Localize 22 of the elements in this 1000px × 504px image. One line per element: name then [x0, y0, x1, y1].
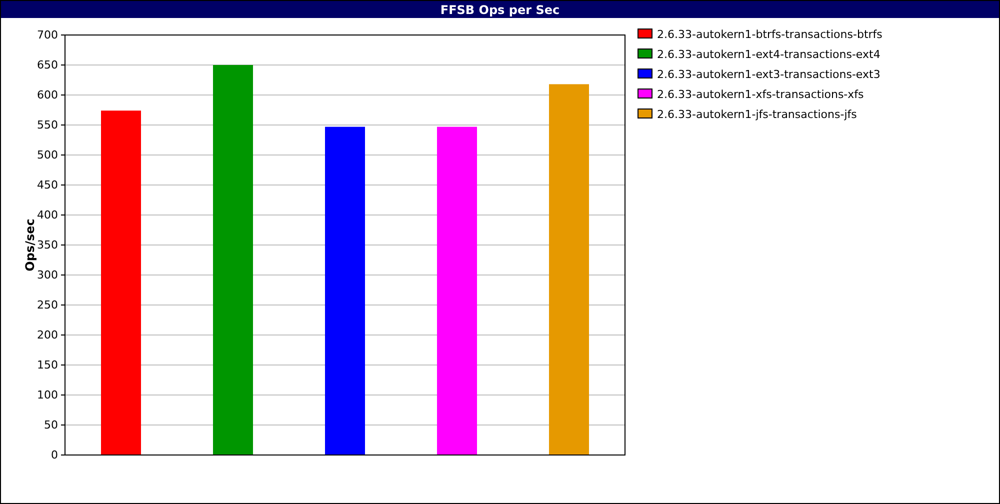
y-tick-label: 300	[37, 268, 58, 282]
y-tick-label: 200	[37, 328, 58, 342]
y-tick-label: 650	[37, 58, 58, 72]
y-axis-title: Ops/sec	[23, 218, 37, 272]
y-tick-label: 350	[37, 238, 58, 252]
chart-title: FFSB Ops per Sec	[440, 3, 560, 17]
y-tick-label: 500	[37, 148, 58, 162]
y-tick-label: 0	[51, 448, 58, 462]
legend-label: 2.6.33-autokern1-jfs-transactions-jfs	[657, 108, 858, 121]
y-tick-label: 400	[37, 208, 58, 222]
y-tick-label: 100	[37, 388, 58, 402]
legend-label: 2.6.33-autokern1-btrfs-transactions-btrfs	[657, 28, 883, 41]
y-tick-label: 700	[37, 28, 58, 42]
legend-label: 2.6.33-autokern1-xfs-transactions-xfs	[657, 88, 864, 101]
y-tick-label: 150	[37, 358, 58, 372]
y-tick-label: 600	[37, 88, 58, 102]
legend-label: 2.6.33-autokern1-ext4-transactions-ext4	[657, 48, 880, 61]
y-tick-label: 550	[37, 118, 58, 132]
legend-label: 2.6.33-autokern1-ext3-transactions-ext3	[657, 68, 880, 81]
y-tick-label: 450	[37, 178, 58, 192]
y-tick-label: 250	[37, 298, 58, 312]
y-tick-label: 50	[44, 418, 58, 432]
